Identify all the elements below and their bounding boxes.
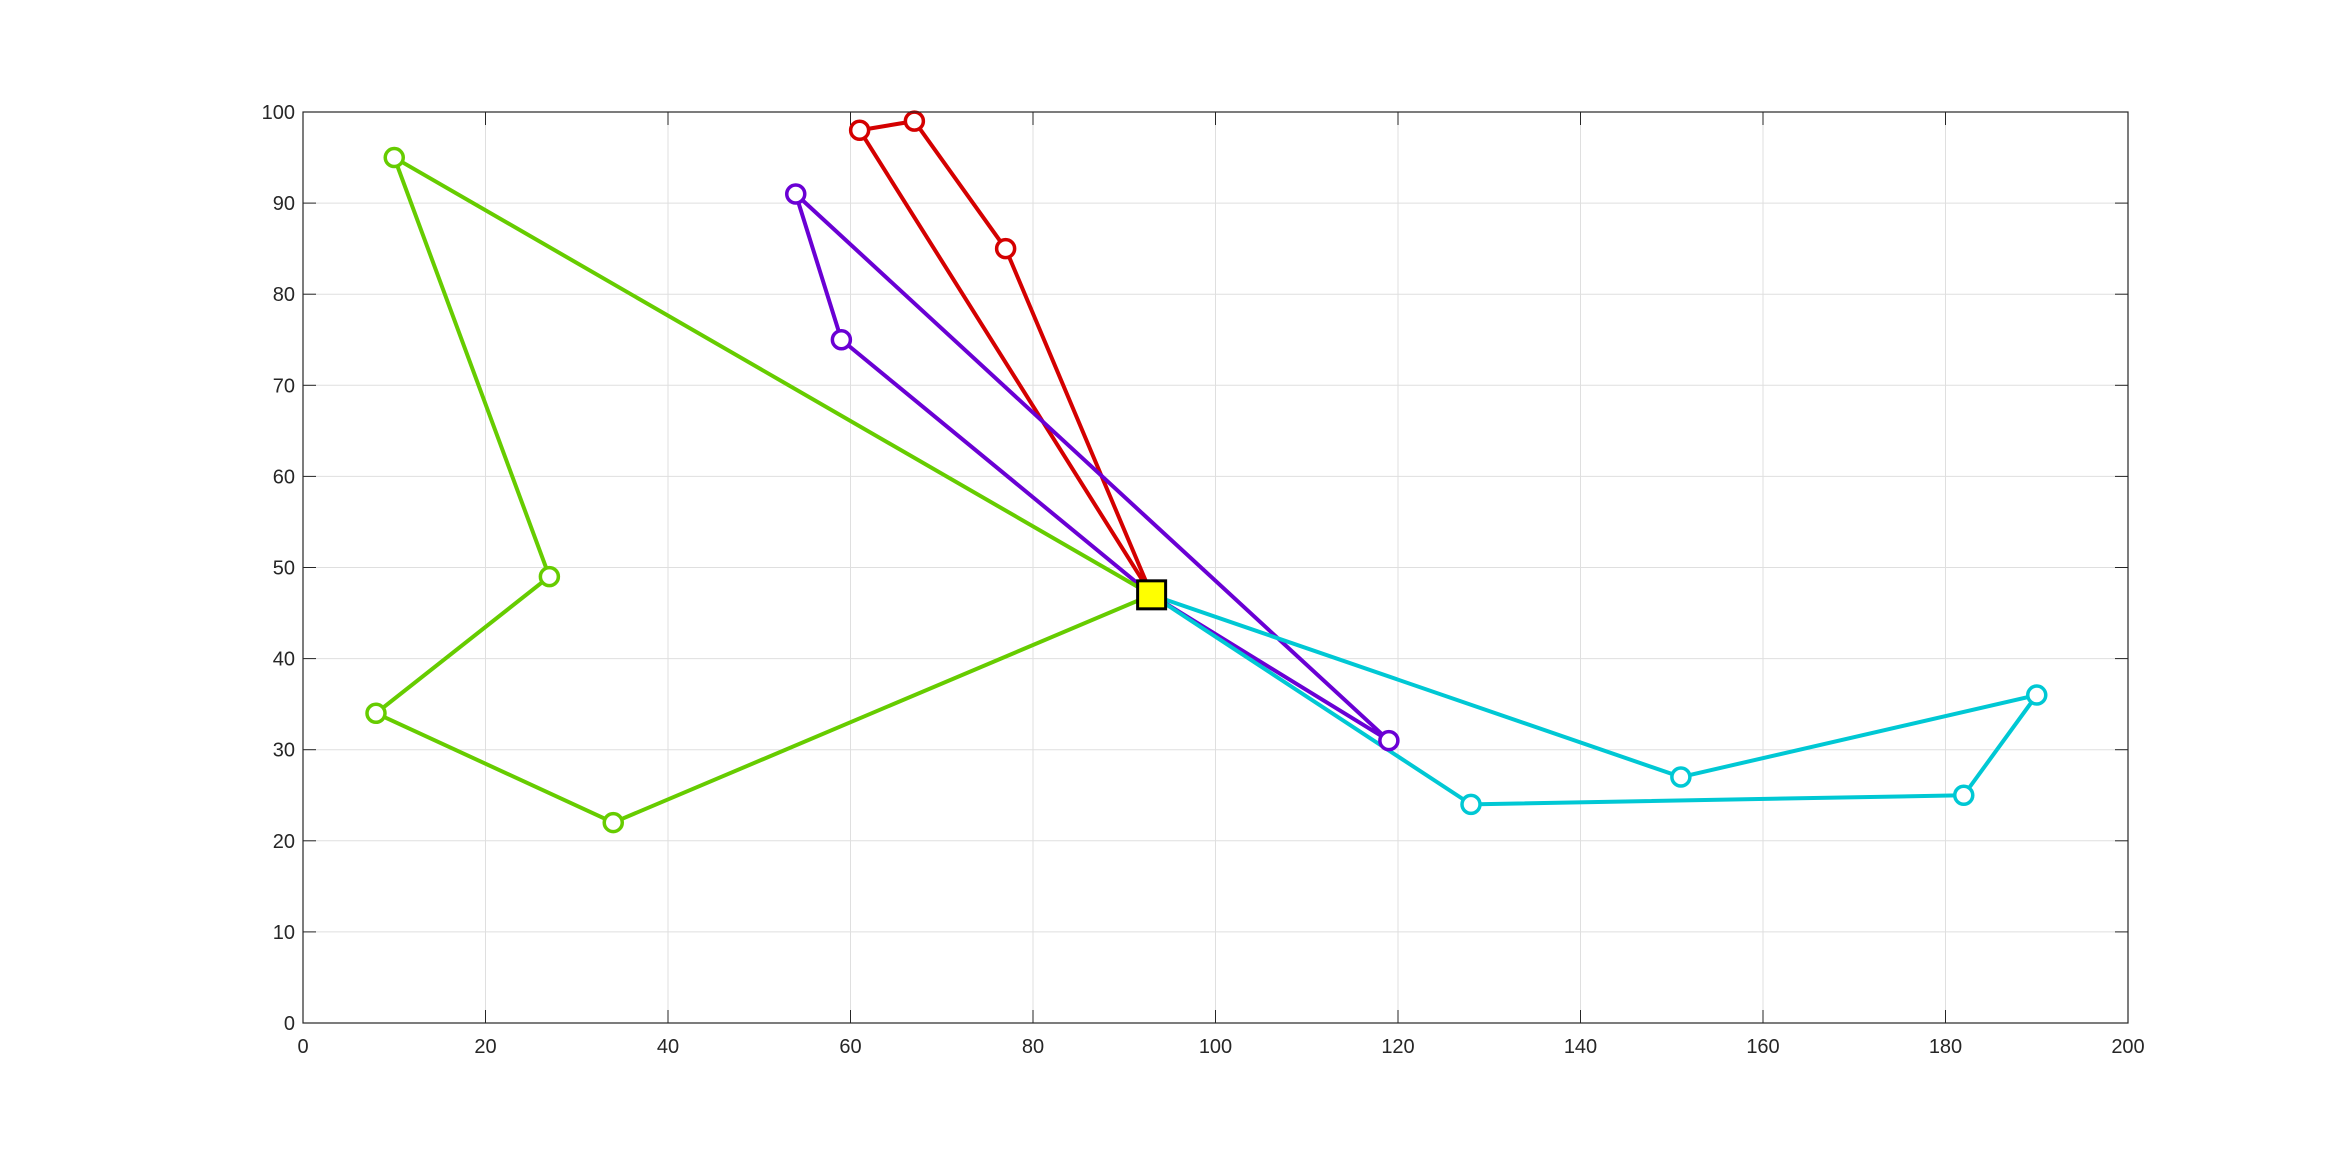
y-tick-label: 70 xyxy=(273,375,295,397)
x-tick-label: 60 xyxy=(839,1036,861,1058)
y-tick-label: 10 xyxy=(273,922,295,944)
x-tick-label: 40 xyxy=(657,1036,679,1058)
route-4-point xyxy=(2026,684,2048,706)
x-tick-label: 200 xyxy=(2111,1036,2144,1058)
y-tick-label: 0 xyxy=(284,1013,295,1035)
y-tick-label: 30 xyxy=(273,740,295,762)
y-tick-label: 60 xyxy=(273,466,295,488)
route-2-point xyxy=(830,329,853,351)
y-tick-label: 100 xyxy=(262,102,295,124)
x-tick-label: 0 xyxy=(297,1036,308,1058)
y-tick-label: 90 xyxy=(273,193,295,215)
route-1-point xyxy=(994,237,1017,260)
x-tick-label: 180 xyxy=(1929,1036,1962,1058)
marker-layer xyxy=(365,110,2048,834)
route-4-point xyxy=(1670,766,1692,788)
y-tick-label: 80 xyxy=(273,284,295,306)
x-tick-label: 80 xyxy=(1022,1036,1044,1058)
depot-marker xyxy=(1136,579,1168,611)
route-line-3 xyxy=(374,155,1153,825)
route-4-point xyxy=(1460,793,1482,816)
route-1-point xyxy=(848,119,871,141)
route-2-point xyxy=(785,183,807,205)
y-tick-label: 20 xyxy=(273,831,295,853)
route-line-4 xyxy=(1150,592,2039,807)
x-tick-label: 120 xyxy=(1381,1036,1414,1058)
tick-labels: 0 20 40 60 80 100 120 140 160 180 200 0 10 20 30 40 50 60… xyxy=(262,102,2145,1058)
route-3-point xyxy=(538,565,561,588)
x-tick-label: 20 xyxy=(474,1036,496,1058)
route-1-point xyxy=(903,110,926,132)
tick-marks xyxy=(302,111,2129,1024)
x-tick-label: 100 xyxy=(1199,1036,1232,1058)
route-3-point xyxy=(602,811,624,834)
y-tick-label: 40 xyxy=(273,649,295,671)
x-tick-label: 160 xyxy=(1746,1036,1779,1058)
route-4-point xyxy=(1953,784,1975,806)
route-3-point xyxy=(383,146,405,169)
y-tick-label: 50 xyxy=(273,558,295,580)
x-tick-label: 140 xyxy=(1564,1036,1597,1058)
route-3-point xyxy=(365,702,387,725)
route-2-point xyxy=(1378,729,1400,752)
